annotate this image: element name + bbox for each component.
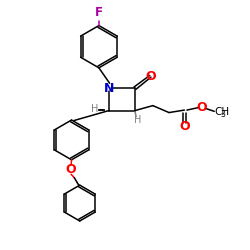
Text: H: H: [134, 115, 141, 125]
Text: O: O: [145, 70, 156, 83]
Text: O: O: [66, 163, 76, 176]
Text: N: N: [104, 82, 114, 95]
Text: O: O: [179, 120, 190, 134]
Text: 3: 3: [221, 110, 226, 119]
Text: H: H: [92, 104, 99, 114]
Text: F: F: [95, 6, 103, 19]
Text: CH: CH: [215, 107, 230, 117]
Text: O: O: [196, 101, 207, 114]
